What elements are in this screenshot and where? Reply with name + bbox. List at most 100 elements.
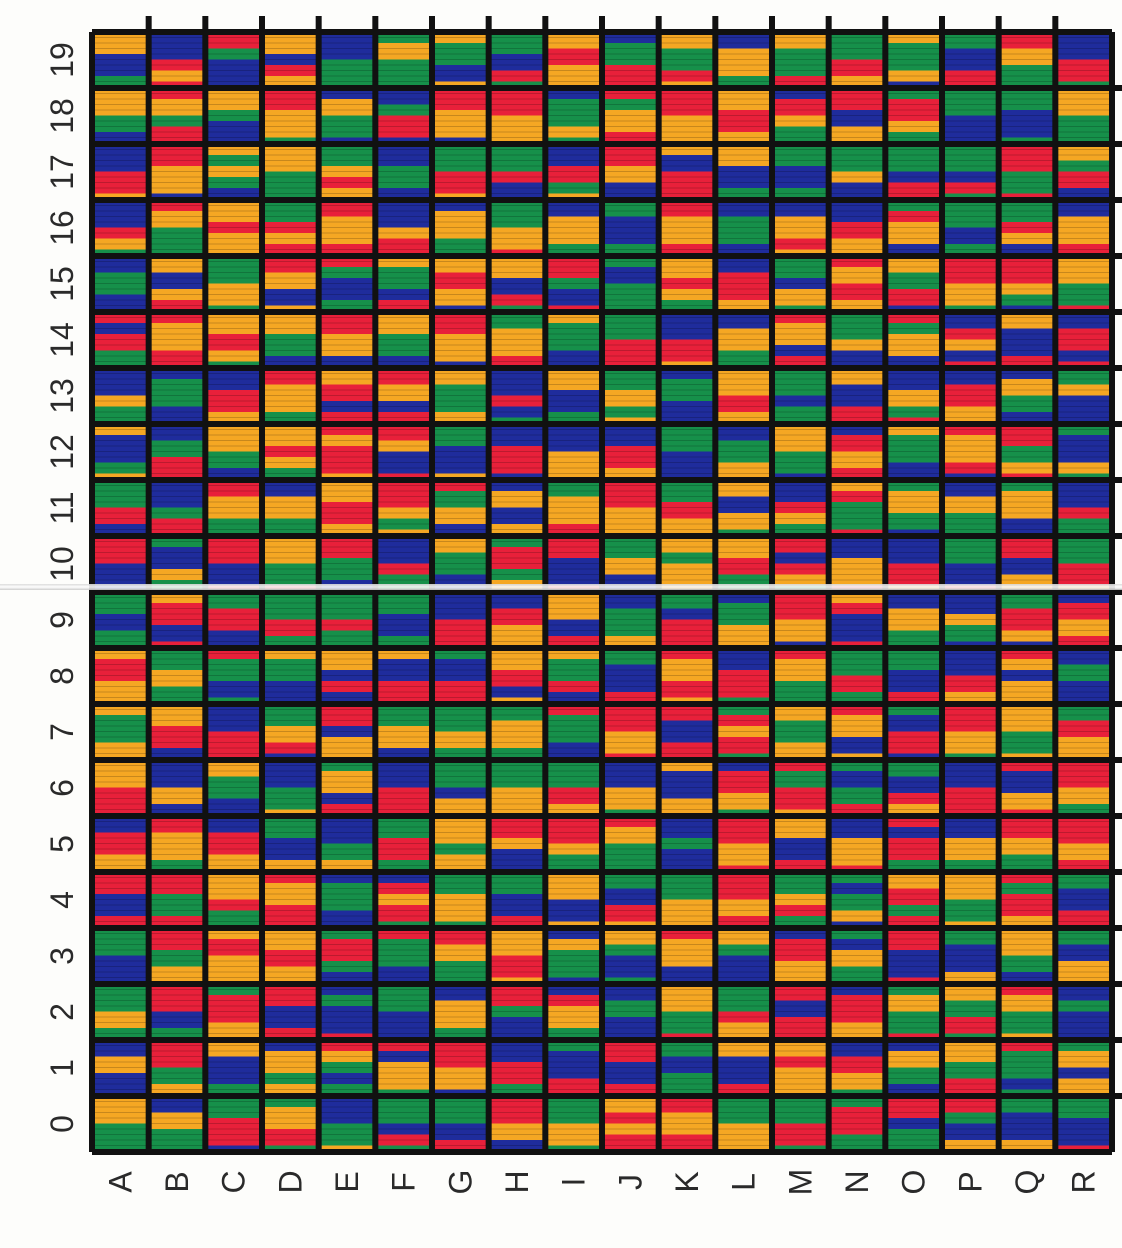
color-stripe [488, 417, 546, 425]
color-stripe [772, 278, 829, 290]
color-stripe [998, 809, 1056, 817]
color-stripe [205, 1040, 262, 1057]
color-stripe [148, 787, 206, 805]
color-stripe [205, 899, 262, 911]
color-stripe [942, 563, 999, 586]
color-stripe [545, 390, 602, 413]
color-stripe [1055, 1118, 1112, 1146]
color-stripe [318, 843, 376, 861]
color-stripe [205, 88, 262, 111]
color-stripe [885, 121, 942, 133]
color-stripe [658, 536, 716, 553]
color-stripe [658, 697, 716, 705]
color-stripe [92, 424, 149, 436]
color-stripe [942, 704, 999, 732]
color-stripe [998, 838, 1056, 855]
color-stripe [998, 536, 1056, 559]
color-stripe [432, 928, 489, 945]
color-stripe [658, 720, 716, 743]
color-stripe [318, 648, 376, 671]
color-stripe [545, 1051, 602, 1079]
color-stripe [1055, 305, 1112, 313]
color-stripe [375, 1051, 432, 1063]
color-stripe [375, 166, 432, 189]
color-stripe [828, 1040, 886, 1057]
color-stripe [885, 200, 942, 212]
color-stripe [715, 670, 772, 698]
color-stripe [148, 507, 206, 519]
color-stripe [262, 905, 319, 929]
color-stripe [1055, 664, 1112, 682]
color-stripe [1055, 681, 1112, 704]
color-stripe [545, 126, 602, 138]
color-stripe [488, 760, 546, 788]
color-stripe [602, 32, 659, 44]
color-stripe [772, 536, 829, 553]
color-stripe [148, 686, 206, 705]
color-stripe [998, 110, 1056, 138]
color-stripe [942, 200, 999, 228]
color-stripe [148, 256, 206, 273]
color-stripe [1055, 188, 1112, 200]
color-stripe [92, 1040, 149, 1057]
color-stripe [885, 182, 942, 200]
color-stripe [828, 536, 886, 559]
color-stripe [205, 166, 262, 178]
color-stripe [488, 200, 546, 228]
color-stripe [715, 760, 772, 772]
color-stripe [828, 283, 886, 301]
color-stripe [885, 776, 942, 794]
color-stripe [602, 468, 659, 480]
color-stripe [375, 648, 432, 660]
color-stripe [375, 1062, 432, 1090]
color-stripe [92, 368, 149, 396]
color-stripe [148, 518, 206, 537]
color-stripe [828, 872, 886, 884]
color-stripe [772, 771, 829, 788]
color-stripe [318, 619, 376, 631]
color-stripe [148, 211, 206, 228]
color-stripe [432, 43, 489, 66]
color-stripe [942, 614, 999, 626]
color-stripe [375, 838, 432, 861]
color-stripe [318, 368, 376, 385]
color-stripe [658, 592, 716, 609]
color-stripe [772, 451, 829, 474]
color-stripe [205, 995, 262, 1023]
color-stripe [998, 630, 1056, 642]
color-stripe [715, 200, 772, 217]
color-stripe [998, 518, 1056, 536]
color-stripe [715, 1123, 772, 1152]
color-stripe [488, 608, 546, 626]
color-stripe [205, 910, 262, 929]
color-stripe [545, 144, 602, 167]
color-stripe [942, 1062, 999, 1079]
color-stripe [885, 70, 942, 82]
color-stripe [885, 977, 942, 985]
color-stripe [432, 480, 489, 492]
color-stripe [942, 193, 999, 201]
color-stripe [92, 54, 149, 77]
color-stripe [885, 406, 942, 418]
color-stripe [998, 995, 1056, 1012]
color-stripe [602, 872, 659, 889]
color-stripe [488, 984, 546, 1007]
color-stripe [375, 966, 432, 985]
color-stripe [885, 132, 942, 144]
color-stripe [942, 368, 999, 385]
color-stripe [148, 592, 206, 604]
row-label: 11 [44, 491, 80, 524]
color-stripe [715, 462, 772, 481]
color-stripe [828, 641, 886, 649]
color-stripe [375, 760, 432, 788]
color-stripe [828, 1134, 886, 1153]
color-stripe [1055, 384, 1112, 396]
color-stripe [998, 1140, 1056, 1152]
color-stripe [885, 793, 942, 805]
color-stripe [545, 200, 602, 217]
color-stripe [885, 435, 942, 463]
color-stripe [658, 1112, 716, 1135]
color-stripe [488, 81, 546, 89]
color-stripe [262, 244, 319, 256]
color-stripe [715, 256, 772, 273]
